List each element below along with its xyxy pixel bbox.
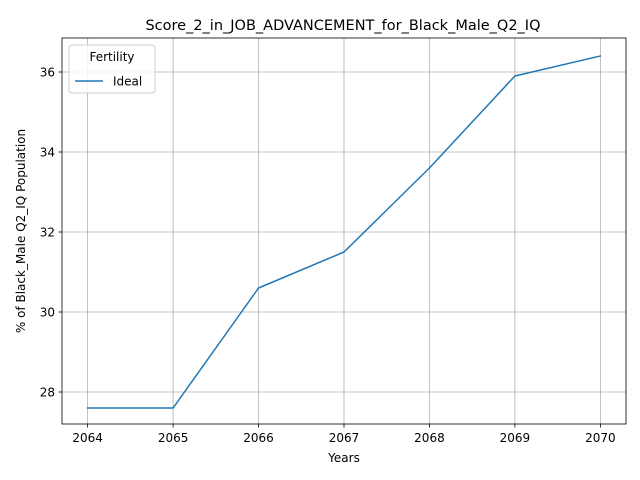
grid	[62, 38, 626, 424]
legend: Fertility Ideal	[68, 44, 156, 94]
x-tick-label: 2067	[329, 431, 360, 445]
chart-title: Score_2_in_JOB_ADVANCEMENT_for_Black_Mal…	[145, 18, 540, 34]
y-axis: 28 30 32 34 36	[40, 65, 62, 399]
legend-label-ideal: Ideal	[113, 75, 142, 89]
series-layer	[86, 55, 602, 409]
y-tick-label: 34	[40, 145, 55, 159]
series-line-ideal	[86, 55, 602, 409]
y-axis-label: % of Black_Male Q2_IQ Population	[14, 129, 28, 333]
x-axis-label: Years	[327, 451, 360, 465]
x-tick-label: 2069	[500, 431, 531, 445]
x-tick-label: 2065	[158, 431, 189, 445]
legend-title: Fertility	[89, 50, 134, 64]
y-tick-label: 36	[40, 65, 55, 79]
y-tick-label: 28	[40, 385, 55, 399]
y-tick-label: 30	[40, 305, 55, 319]
x-tick-label: 2064	[72, 431, 103, 445]
x-tick-label: 2068	[414, 431, 445, 445]
y-tick-label: 32	[40, 225, 55, 239]
x-axis: 2064 2065 2066 2067 2068 2069 2070	[72, 424, 616, 445]
x-tick-label: 2066	[243, 431, 274, 445]
x-tick-label: 2070	[585, 431, 616, 445]
